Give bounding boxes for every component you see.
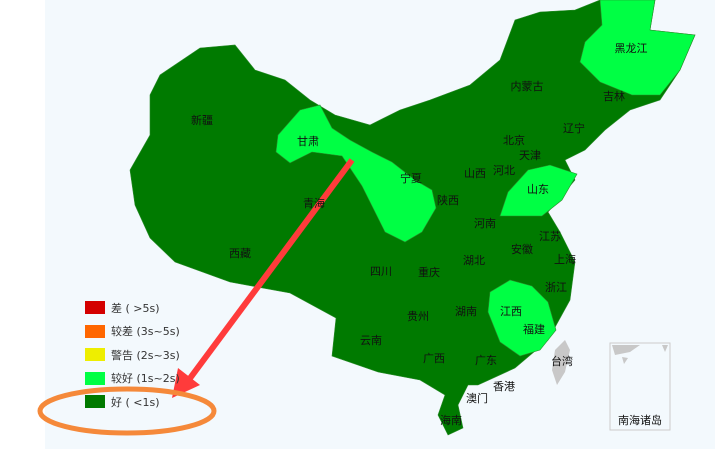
label-guangxi: 广西 xyxy=(423,352,445,365)
label-qinghai: 青海 xyxy=(303,197,325,210)
legend-item-fair[interactable]: 较好 (1s~2s) xyxy=(85,367,180,391)
label-liaoning: 辽宁 xyxy=(563,122,585,135)
legend-label: 较好 (1s~2s) xyxy=(111,372,180,386)
label-jiangxi: 江西 xyxy=(500,305,522,318)
south-china-sea-inset xyxy=(609,342,671,431)
label-jiangsu: 江苏 xyxy=(539,230,561,243)
label-fujian: 福建 xyxy=(523,323,545,336)
label-shanxi: 山西 xyxy=(464,167,486,180)
legend-swatch xyxy=(85,301,105,315)
label-jilin: 吉林 xyxy=(603,90,625,103)
province-jiangxi-fujian[interactable] xyxy=(487,279,557,357)
legend-swatch xyxy=(85,371,105,385)
legend-item-warning[interactable]: 警告 (2s~3s) xyxy=(85,343,180,367)
label-sichuan: 四川 xyxy=(370,265,392,278)
label-xianggang: 香港 xyxy=(493,380,515,393)
legend-swatch xyxy=(85,324,105,338)
annotation-arrow xyxy=(182,158,355,387)
label-hebei: 河北 xyxy=(493,164,515,177)
label-nanhai: 南海诸岛 xyxy=(618,414,662,427)
legend-label: 好 ( <1s) xyxy=(111,395,160,409)
legend-item-good[interactable]: 好 ( <1s) xyxy=(85,390,180,414)
label-neimenggu: 内蒙古 xyxy=(510,80,544,93)
label-chongqing: 重庆 xyxy=(418,266,440,279)
legend: 差 ( >5s) 较差 (3s~5s) 警告 (2s~3s) 较好 (1s~2s… xyxy=(85,296,180,414)
legend-swatch xyxy=(85,395,105,409)
label-taiwan: 台湾 xyxy=(551,355,573,368)
legend-item-bad[interactable]: 较差 (3s~5s) xyxy=(85,320,180,344)
legend-label: 差 ( >5s) xyxy=(111,301,160,315)
label-henan: 河南 xyxy=(474,217,496,230)
legend-item-poor[interactable]: 差 ( >5s) xyxy=(85,296,180,320)
label-aomen: 澳门 xyxy=(466,392,488,405)
label-hunan: 湖南 xyxy=(455,305,477,318)
label-shanghai: 上海 xyxy=(554,253,576,266)
label-zhejiang: 浙江 xyxy=(545,281,567,294)
label-xinjiang: 新疆 xyxy=(191,114,213,127)
label-ningxia: 宁夏 xyxy=(400,172,422,185)
legend-label: 警告 (2s~3s) xyxy=(111,348,180,362)
label-xizang: 西藏 xyxy=(229,247,251,260)
label-yunnan: 云南 xyxy=(360,334,382,347)
legend-swatch xyxy=(85,348,105,362)
label-shaanxi: 陕西 xyxy=(437,194,459,207)
label-guizhou: 贵州 xyxy=(407,310,429,323)
label-tianjin: 天津 xyxy=(519,149,541,162)
label-shandong: 山东 xyxy=(527,183,549,196)
label-hubei: 湖北 xyxy=(463,254,485,267)
label-guangdong: 广东 xyxy=(475,354,497,367)
province-heilongjiang[interactable] xyxy=(579,0,696,96)
annotation-arrowhead xyxy=(172,368,200,398)
label-hainan: 海南 xyxy=(440,414,462,427)
label-heilongjiang: 黑龙江 xyxy=(614,42,648,55)
province-shandong[interactable] xyxy=(499,164,578,217)
legend-label: 较差 (3s~5s) xyxy=(111,325,180,339)
province-taiwan[interactable] xyxy=(552,340,570,385)
annotation-ellipse xyxy=(37,386,217,436)
label-anhui: 安徽 xyxy=(511,243,533,256)
province-gansu-ningxia-shaanxi[interactable] xyxy=(275,104,437,243)
inset-islands xyxy=(612,345,668,364)
label-gansu: 甘肃 xyxy=(297,135,319,148)
label-beijing: 北京 xyxy=(503,134,525,147)
